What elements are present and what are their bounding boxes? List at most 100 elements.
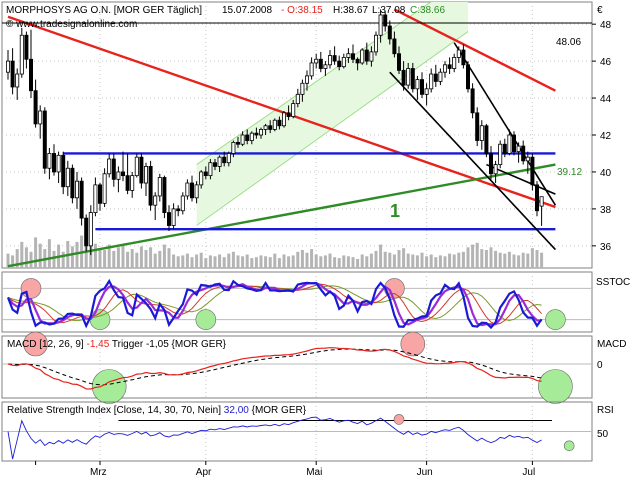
candle-body bbox=[258, 129, 263, 136]
candle-body bbox=[415, 79, 420, 90]
volume-bar bbox=[181, 255, 185, 268]
volume-bar bbox=[438, 255, 442, 268]
macd-lines bbox=[2, 331, 592, 404]
volume-bar bbox=[204, 258, 208, 268]
candle-body bbox=[157, 177, 162, 197]
candle-body bbox=[116, 171, 121, 180]
candle-body bbox=[28, 58, 33, 92]
rsi-label: RSI bbox=[597, 405, 614, 416]
candle-body bbox=[350, 53, 355, 60]
volume-bar bbox=[172, 254, 176, 268]
volume-bar bbox=[310, 249, 314, 268]
macd-zero-tick: 0 bbox=[597, 360, 603, 371]
volume-bar bbox=[328, 253, 332, 268]
volume-bar bbox=[291, 255, 295, 268]
candle-body bbox=[166, 212, 171, 226]
price-panel: 36 38 40 42 44 46 48 MORPHOSYS AG O.N. [MOR GE… bbox=[1, 1, 612, 269]
candle-body bbox=[6, 60, 11, 73]
candle-body bbox=[185, 182, 190, 197]
volume-bar bbox=[227, 253, 231, 268]
candle-body bbox=[355, 58, 360, 64]
volume-bar bbox=[250, 258, 254, 268]
volume-bar bbox=[236, 255, 240, 268]
volume-bar bbox=[245, 254, 249, 268]
candle-body bbox=[61, 154, 66, 188]
rsi-line bbox=[7, 416, 542, 460]
candle-body bbox=[93, 184, 98, 213]
price-tick-label: 44 bbox=[600, 94, 612, 105]
macd-trigger-line bbox=[7, 348, 542, 386]
candle-body bbox=[98, 184, 103, 204]
candle-body bbox=[226, 153, 231, 164]
candle-body bbox=[300, 82, 305, 95]
volume-bar bbox=[314, 254, 318, 268]
candle-body bbox=[189, 182, 194, 199]
x-tick-label: Mai bbox=[306, 467, 322, 478]
candle-body bbox=[410, 68, 415, 90]
volume-bar bbox=[535, 250, 539, 268]
candle-body bbox=[194, 184, 199, 199]
volume-bar bbox=[494, 250, 498, 268]
volume-bar bbox=[397, 250, 401, 268]
macd-label: MACD bbox=[597, 339, 626, 350]
volume-bar bbox=[144, 250, 148, 268]
sstoc-label: SSTOC bbox=[596, 277, 630, 288]
candle-body bbox=[88, 212, 93, 247]
candle-body bbox=[56, 154, 61, 173]
volume-bar bbox=[333, 257, 337, 268]
candle-body bbox=[479, 125, 484, 141]
candle-body bbox=[525, 156, 530, 162]
volume-bar bbox=[448, 253, 452, 268]
candle-body bbox=[208, 162, 213, 177]
volume-bar bbox=[530, 248, 534, 268]
candle-body bbox=[254, 132, 259, 136]
volume-bar bbox=[162, 244, 166, 268]
price-tick-label: 46 bbox=[600, 57, 612, 68]
candle-body bbox=[281, 112, 286, 127]
volume-bar bbox=[383, 251, 387, 268]
volume-bar bbox=[130, 249, 134, 268]
candle-body bbox=[171, 208, 176, 226]
candle-body bbox=[102, 173, 107, 204]
rsi-lines bbox=[2, 414, 592, 460]
price-tick-label: 38 bbox=[600, 205, 612, 216]
candle-body bbox=[465, 64, 470, 90]
candle-body bbox=[84, 217, 89, 247]
volume-bar bbox=[70, 246, 74, 268]
header-close: C:38.66 bbox=[410, 5, 445, 16]
volume-bar bbox=[319, 256, 323, 268]
volume-bar bbox=[369, 253, 373, 268]
volume-bar bbox=[498, 252, 502, 268]
volume-bar bbox=[218, 254, 222, 268]
rsi-title-text: Relative Strength Index [Close, 14, 30, … bbox=[7, 405, 221, 416]
volume-bar bbox=[300, 250, 304, 268]
sstoc-k-line bbox=[6, 278, 543, 330]
candle-body bbox=[369, 51, 374, 62]
candle-body bbox=[33, 90, 38, 125]
volume-bar bbox=[411, 254, 415, 268]
candle-body bbox=[277, 119, 282, 127]
header-symbol: MORPHOSYS AG O.N. [MOR GER Täglich] bbox=[6, 5, 202, 16]
candle-body bbox=[19, 34, 24, 75]
macd-frame bbox=[1, 335, 593, 399]
volume-bar bbox=[356, 259, 360, 268]
candle-body bbox=[75, 180, 80, 199]
candle-body bbox=[143, 166, 148, 184]
volume-bar bbox=[38, 243, 42, 268]
candle-body bbox=[65, 167, 70, 188]
x-tick-label: Jun bbox=[417, 467, 433, 478]
macd-panel: MACD [12, 26, 9] -1,45 Trigger -1,05 {MO… bbox=[1, 331, 626, 404]
candle-body bbox=[419, 79, 424, 95]
copyright: © www.tradesignalonline.com bbox=[6, 19, 137, 30]
volume-bar bbox=[392, 254, 396, 268]
volume-bar bbox=[135, 252, 139, 268]
candle-body bbox=[139, 156, 144, 184]
candle-body bbox=[461, 49, 466, 66]
candle-body bbox=[373, 34, 378, 53]
candle-body bbox=[272, 119, 277, 130]
x-tick-label: Mrz bbox=[90, 467, 107, 478]
last-price-label: 39.12 bbox=[557, 167, 582, 178]
volume-bar bbox=[305, 252, 309, 268]
macd-line bbox=[7, 347, 542, 390]
